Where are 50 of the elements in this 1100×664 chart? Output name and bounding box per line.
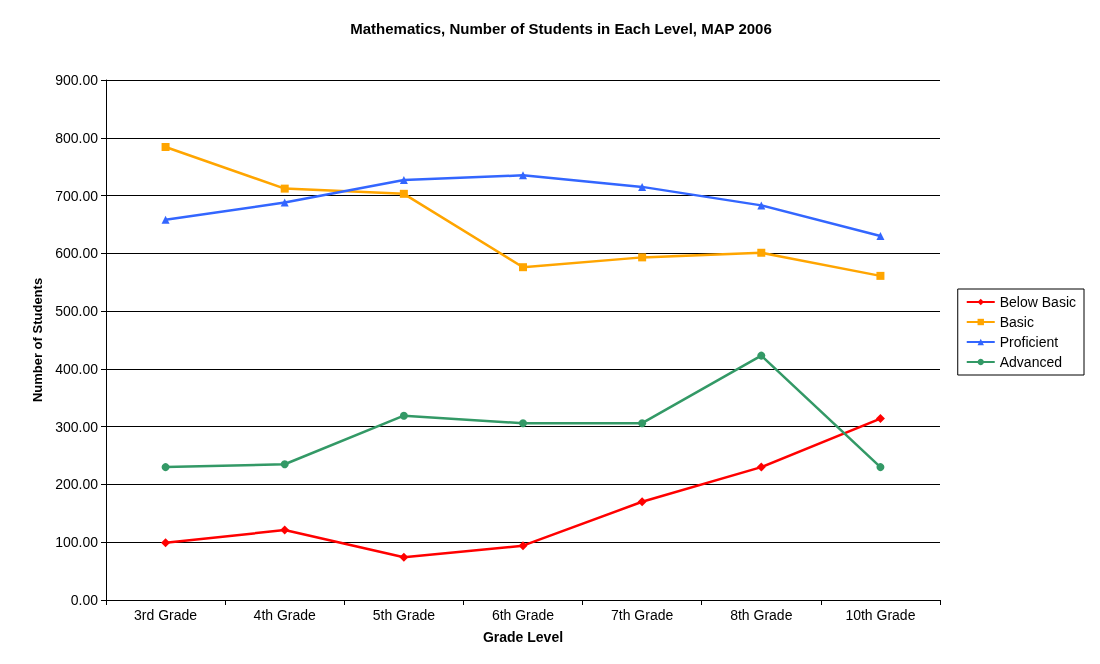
point xyxy=(638,419,647,428)
y-tick-label: 900.00 xyxy=(55,72,99,88)
x-axis-title: Grade Level xyxy=(482,629,564,645)
point xyxy=(518,541,528,551)
point xyxy=(280,525,290,535)
point xyxy=(399,175,408,184)
point xyxy=(638,182,647,191)
point xyxy=(399,189,408,198)
point xyxy=(875,414,885,424)
x-tick-label: 7th Grade xyxy=(611,607,674,623)
point xyxy=(280,460,289,469)
point xyxy=(757,351,766,360)
y-tick-label: 700.00 xyxy=(55,187,99,204)
y-tick-label: 300.00 xyxy=(55,418,99,435)
y-tick-label: 600.00 xyxy=(55,245,99,262)
x-tick-label: 3rd Grade xyxy=(134,607,198,623)
y-tick-label: 200.00 xyxy=(55,476,99,493)
legend-label: Advanced xyxy=(999,354,1063,370)
x-tick-label: 6th Grade xyxy=(491,607,555,623)
point xyxy=(161,463,170,472)
legend-label: Below Basic xyxy=(999,294,1077,310)
point xyxy=(161,143,170,152)
point xyxy=(876,271,885,280)
x-tick-label: 5th Grade xyxy=(372,607,436,623)
x-tick-label: 8th Grade xyxy=(730,607,793,623)
legend-label: Basic xyxy=(999,314,1034,330)
x-tick-label: 10th Grade xyxy=(845,607,916,623)
point xyxy=(876,463,885,472)
y-axis-title: Number of Students xyxy=(30,277,46,403)
legend-label: Proficient xyxy=(999,334,1059,350)
point xyxy=(161,538,171,548)
x-tick-label: 4th Grade xyxy=(253,607,317,623)
point xyxy=(638,253,647,262)
y-tick-label: 400.00 xyxy=(55,360,99,377)
point xyxy=(161,215,170,224)
point xyxy=(519,263,527,272)
point xyxy=(399,552,409,562)
chart-title: Mathematics, Number of Students in Each Level, MAP 2006 xyxy=(350,20,772,37)
point xyxy=(637,497,647,507)
point xyxy=(519,171,527,180)
y-tick-label: 800.00 xyxy=(55,129,99,146)
point xyxy=(280,184,289,193)
y-tick-label: 0.00 xyxy=(70,592,99,608)
point xyxy=(756,462,766,472)
y-tick-label: 100.00 xyxy=(55,534,99,551)
point xyxy=(876,232,885,240)
point xyxy=(519,419,527,428)
point xyxy=(399,411,408,420)
point xyxy=(757,248,766,257)
y-tick-label: 500.00 xyxy=(55,303,99,320)
